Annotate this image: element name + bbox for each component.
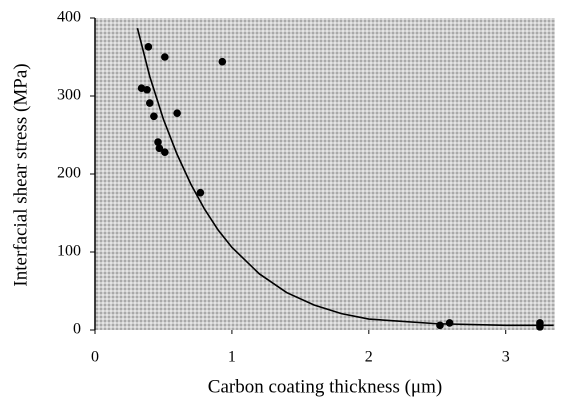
data-point — [154, 138, 162, 146]
x-axis-label: Carbon coating thickness (μm) — [208, 376, 442, 397]
data-point — [436, 321, 444, 330]
plot-area — [95, 18, 555, 330]
data-point — [196, 188, 205, 197]
data-point — [155, 144, 164, 153]
data-point — [144, 43, 153, 51]
data-point — [145, 99, 154, 107]
data-point — [536, 323, 544, 331]
y-tick-label: 0 — [73, 321, 81, 338]
y-tick-label: 300 — [57, 87, 81, 104]
y-tick-label: 200 — [57, 165, 81, 182]
data-point — [218, 57, 227, 66]
data-point — [161, 53, 169, 61]
data-point — [150, 112, 158, 121]
data-point — [161, 148, 169, 156]
y-tick-label: 100 — [57, 243, 81, 260]
x-tick-label: 0 — [91, 349, 99, 366]
fit-curve — [136, 27, 554, 327]
data-point — [143, 85, 151, 94]
x-tick-label: 1 — [228, 349, 236, 366]
x-tick-label: 2 — [365, 349, 373, 366]
data-point — [173, 109, 181, 117]
y-axis-label: Interfacial shear stress (MPa) — [10, 63, 31, 286]
data-point — [445, 319, 454, 327]
x-tick-label: 3 — [502, 349, 510, 366]
y-tick-label: 400 — [57, 9, 81, 26]
